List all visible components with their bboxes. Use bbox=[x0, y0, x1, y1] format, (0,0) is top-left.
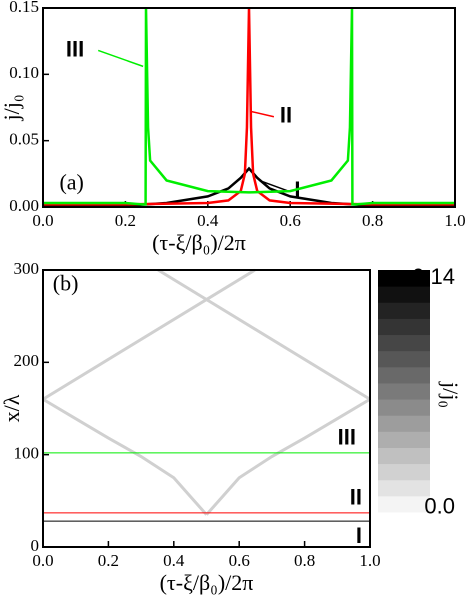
colorbar-step bbox=[378, 366, 430, 384]
y-axis-label: x/λ bbox=[0, 394, 24, 422]
colorbar-step bbox=[378, 302, 430, 319]
x-axis-label: (τ-ξ/β₀)/2π bbox=[152, 230, 246, 255]
plot-frame bbox=[42, 7, 456, 208]
colorbar-label: j/j₀ bbox=[438, 381, 463, 408]
y-tick-label: 0 bbox=[31, 536, 40, 555]
y-tick-label: 0.15 bbox=[9, 0, 39, 16]
curve bbox=[43, 8, 455, 206]
plot-frame bbox=[42, 269, 371, 548]
x-tick-label: 1.0 bbox=[359, 551, 380, 570]
series-label: II bbox=[280, 103, 292, 128]
x-tick-label: 0.0 bbox=[32, 211, 53, 230]
colorbar-step bbox=[378, 270, 430, 287]
ridge bbox=[157, 268, 371, 401]
colorbar-step bbox=[378, 318, 430, 336]
colorbar-step bbox=[378, 334, 430, 352]
x-tick-label: 0.0 bbox=[32, 551, 53, 570]
colorbar-step bbox=[378, 447, 430, 465]
colorbar-step bbox=[378, 399, 430, 416]
x-tick-label: 0.8 bbox=[362, 211, 383, 230]
colorbar-step bbox=[378, 415, 430, 432]
label-arrow bbox=[259, 179, 289, 192]
y-tick-label: 100 bbox=[14, 444, 40, 463]
colorbar-tick-label: 0.14 bbox=[412, 264, 455, 289]
colorbar-step bbox=[378, 479, 430, 497]
curve bbox=[43, 166, 455, 207]
x-tick-label: 0.8 bbox=[294, 551, 315, 570]
ridge bbox=[42, 268, 256, 401]
ridge bbox=[42, 397, 208, 516]
x-tick-label: 0.2 bbox=[98, 551, 119, 570]
colorbar-step bbox=[378, 495, 430, 513]
curve bbox=[43, 8, 455, 206]
reference-label: I bbox=[356, 523, 362, 548]
x-tick-label: 0.4 bbox=[197, 211, 219, 230]
reference-label: II bbox=[350, 485, 362, 510]
ridge bbox=[205, 397, 371, 516]
y-tick-label: 0.10 bbox=[9, 63, 39, 82]
x-tick-label: 0.4 bbox=[163, 551, 185, 570]
colorbar-step bbox=[378, 431, 430, 448]
reference-label: III bbox=[338, 425, 356, 450]
colorbar-step bbox=[378, 350, 430, 368]
colorbar-step bbox=[378, 382, 430, 400]
x-tick-label: 0.6 bbox=[229, 551, 250, 570]
label-arrow bbox=[250, 110, 275, 118]
label-arrow bbox=[97, 49, 144, 68]
panel-label: (a) bbox=[59, 169, 83, 194]
y-tick-label: 200 bbox=[14, 351, 40, 370]
x-tick-label: 0.6 bbox=[280, 211, 301, 230]
x-tick-label: 0.2 bbox=[115, 211, 136, 230]
panel-label: (b) bbox=[53, 271, 79, 296]
y-tick-label: 0.05 bbox=[9, 130, 39, 149]
x-axis-label: (τ-ξ/β₀)/2π bbox=[160, 570, 254, 595]
y-tick-label: 0.00 bbox=[9, 196, 39, 215]
colorbar-tick-label: 0.0 bbox=[424, 494, 455, 519]
x-tick-label: 1.0 bbox=[444, 211, 465, 230]
series-label: III bbox=[66, 36, 84, 61]
y-tick-label: 300 bbox=[14, 259, 40, 278]
colorbar-step bbox=[378, 286, 430, 303]
y-axis-label: j/j₀ bbox=[0, 94, 24, 121]
colorbar-step bbox=[378, 463, 430, 481]
